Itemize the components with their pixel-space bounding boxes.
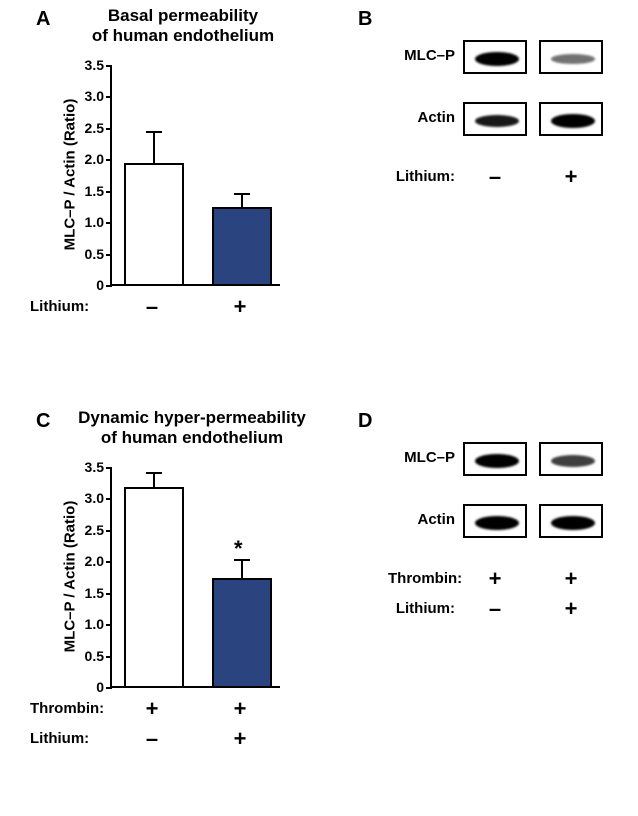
ytick bbox=[106, 467, 112, 469]
ytick-label: 2.5 bbox=[74, 522, 104, 538]
ytick-label: 1.5 bbox=[74, 585, 104, 601]
blot-row-label: Actin bbox=[388, 109, 455, 126]
blot-band bbox=[475, 516, 520, 530]
bar bbox=[124, 163, 184, 286]
blot-band bbox=[551, 114, 596, 128]
blot-band bbox=[475, 52, 520, 66]
ytick bbox=[106, 561, 112, 563]
ytick bbox=[106, 191, 112, 193]
blot-xaxis-label: Thrombin: bbox=[388, 570, 455, 587]
panel-c-title-line1: Dynamic hyper-permeability bbox=[78, 408, 306, 427]
panel-b-label: B bbox=[358, 8, 372, 31]
blot-band bbox=[551, 54, 596, 64]
blot-row-label: MLC–P bbox=[388, 449, 455, 466]
ytick-label: 1.5 bbox=[74, 183, 104, 199]
errorcap bbox=[146, 131, 162, 133]
errorcap bbox=[146, 472, 162, 474]
ytick bbox=[106, 530, 112, 532]
panel-c-chart: 00.51.01.52.02.53.03.5* bbox=[110, 468, 280, 688]
blot-xaxis-label: Lithium: bbox=[388, 600, 455, 617]
ytick bbox=[106, 254, 112, 256]
blot-box bbox=[539, 102, 603, 136]
blot-xaxis-symbol: + bbox=[561, 566, 581, 592]
blot-xaxis-label: Lithium: bbox=[388, 168, 455, 185]
xaxis-symbol: – bbox=[142, 726, 162, 752]
blot-band bbox=[551, 455, 596, 467]
blot-band bbox=[475, 115, 520, 127]
ytick-label: 1.0 bbox=[74, 214, 104, 230]
ytick-label: 2.0 bbox=[74, 151, 104, 167]
blot-xaxis-symbol: + bbox=[561, 596, 581, 622]
panel-c-title-line2: of human endothelium bbox=[101, 428, 283, 447]
errorbar bbox=[241, 194, 243, 208]
ytick bbox=[106, 624, 112, 626]
blot-box bbox=[463, 504, 527, 538]
xaxis-symbol: + bbox=[230, 726, 250, 752]
errorbar bbox=[153, 132, 155, 163]
xaxis-symbol: – bbox=[142, 294, 162, 320]
ytick-label: 0 bbox=[74, 277, 104, 293]
xaxis-row-label: Lithium: bbox=[30, 730, 89, 747]
bar bbox=[212, 578, 272, 688]
ytick bbox=[106, 96, 112, 98]
panel-c-ylabel: MLC–P / Actin (Ratio) bbox=[62, 477, 79, 677]
ytick bbox=[106, 285, 112, 287]
ytick bbox=[106, 159, 112, 161]
blot-xaxis-symbol: – bbox=[485, 164, 505, 190]
panel-c-title: Dynamic hyper-permeability of human endo… bbox=[50, 408, 334, 449]
xaxis-symbol: + bbox=[230, 294, 250, 320]
panel-a-label: A bbox=[36, 8, 50, 31]
ytick-label: 3.0 bbox=[74, 88, 104, 104]
blot-box bbox=[539, 504, 603, 538]
errorcap bbox=[234, 193, 250, 195]
ytick bbox=[106, 222, 112, 224]
ytick-label: 0.5 bbox=[74, 246, 104, 262]
ytick-label: 0.5 bbox=[74, 648, 104, 664]
blot-box bbox=[463, 40, 527, 74]
xaxis-row-label: Lithium: bbox=[30, 298, 89, 315]
ytick bbox=[106, 593, 112, 595]
xaxis-symbol: + bbox=[230, 696, 250, 722]
ytick-label: 0 bbox=[74, 679, 104, 695]
blot-xaxis-symbol: + bbox=[561, 164, 581, 190]
ytick-label: 2.5 bbox=[74, 120, 104, 136]
ytick bbox=[106, 128, 112, 130]
blot-xaxis-symbol: – bbox=[485, 596, 505, 622]
panel-a-chart: 00.51.01.52.02.53.03.5 bbox=[110, 66, 280, 286]
errorbar bbox=[241, 560, 243, 578]
blot-band bbox=[475, 454, 520, 468]
panel-a-title-line1: Basal permeability bbox=[108, 6, 258, 25]
blot-box bbox=[463, 102, 527, 136]
ytick bbox=[106, 498, 112, 500]
errorbar bbox=[153, 473, 155, 487]
bar bbox=[124, 487, 184, 688]
blot-xaxis-symbol: + bbox=[485, 566, 505, 592]
ytick bbox=[106, 656, 112, 658]
blot-box bbox=[539, 442, 603, 476]
xaxis-symbol: + bbox=[142, 696, 162, 722]
figure: A Basal permeability of human endotheliu… bbox=[0, 0, 638, 816]
panel-a-ylabel: MLC–P / Actin (Ratio) bbox=[62, 75, 79, 275]
ytick-label: 3.5 bbox=[74, 57, 104, 73]
panel-a-title: Basal permeability of human endothelium bbox=[68, 6, 298, 47]
blot-band bbox=[551, 516, 596, 530]
panel-d-label: D bbox=[358, 410, 372, 433]
ytick-label: 3.5 bbox=[74, 459, 104, 475]
bar bbox=[212, 207, 272, 286]
ytick bbox=[106, 65, 112, 67]
significance-star: * bbox=[234, 536, 243, 562]
blot-box bbox=[463, 442, 527, 476]
panel-a-title-line2: of human endothelium bbox=[92, 26, 274, 45]
ytick-label: 1.0 bbox=[74, 616, 104, 632]
ytick-label: 2.0 bbox=[74, 553, 104, 569]
panel-c-label: C bbox=[36, 410, 50, 433]
ytick bbox=[106, 687, 112, 689]
blot-box bbox=[539, 40, 603, 74]
xaxis-row-label: Thrombin: bbox=[30, 700, 104, 717]
blot-row-label: Actin bbox=[388, 511, 455, 528]
blot-row-label: MLC–P bbox=[388, 47, 455, 64]
ytick-label: 3.0 bbox=[74, 490, 104, 506]
